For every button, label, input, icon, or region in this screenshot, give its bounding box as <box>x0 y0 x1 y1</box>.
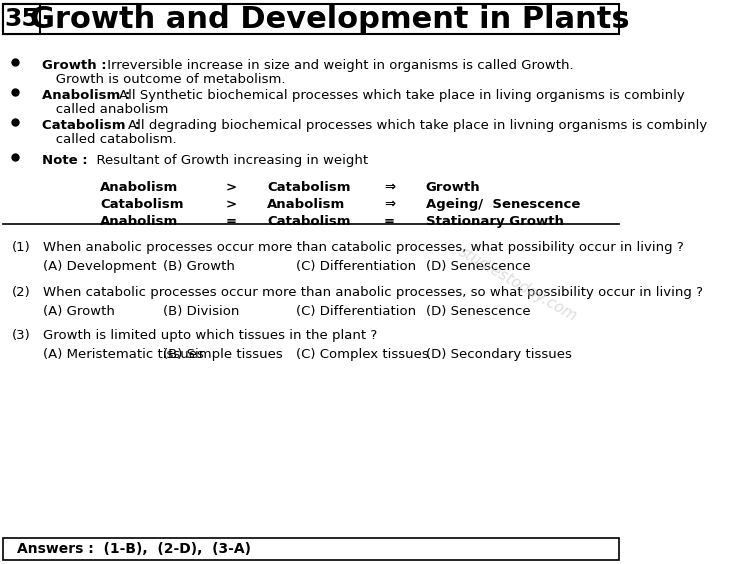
Text: Growth is outcome of metabolism.: Growth is outcome of metabolism. <box>43 73 286 86</box>
Text: Catabolism: Catabolism <box>100 198 184 211</box>
Text: Resultant of Growth increasing in weight: Resultant of Growth increasing in weight <box>88 154 368 167</box>
Text: (C) Differentiation: (C) Differentiation <box>297 260 416 273</box>
Text: When catabolic processes occur more than anabolic processes, so what possibility: When catabolic processes occur more than… <box>43 286 703 299</box>
Text: called catabolism.: called catabolism. <box>43 133 177 146</box>
Text: Catabolism: Catabolism <box>267 215 351 228</box>
Text: (D) Senescence: (D) Senescence <box>426 260 530 273</box>
Text: Growth is limited upto which tissues in the plant ?: Growth is limited upto which tissues in … <box>43 329 378 342</box>
Text: Anabolism: Anabolism <box>100 215 179 228</box>
Text: Irreversible increase in size and weight in organisms is called Growth.: Irreversible increase in size and weight… <box>104 59 574 72</box>
Text: Catabolism  :: Catabolism : <box>42 119 145 132</box>
Text: Growth: Growth <box>426 181 481 194</box>
Text: ⇒: ⇒ <box>384 181 396 194</box>
Text: ⇒: ⇒ <box>384 198 396 211</box>
Text: =: = <box>384 215 395 228</box>
Text: (B) Simple tissues: (B) Simple tissues <box>163 348 282 361</box>
Text: >: > <box>226 181 237 194</box>
Text: Ageing/  Senescence: Ageing/ Senescence <box>426 198 580 211</box>
Text: studiestoday.com: studiestoday.com <box>456 244 580 324</box>
Text: Answers :  (1-B),  (2-D),  (3-A): Answers : (1-B), (2-D), (3-A) <box>16 542 251 556</box>
Text: Catabolism: Catabolism <box>267 181 351 194</box>
Text: (D) Senescence: (D) Senescence <box>426 305 530 318</box>
Text: Anabolism :: Anabolism : <box>42 89 135 102</box>
Text: When anabolic processes occur more than catabolic processes, what possibility oc: When anabolic processes occur more than … <box>43 241 684 254</box>
Text: Stationary Growth: Stationary Growth <box>426 215 564 228</box>
Text: Growth :: Growth : <box>42 59 115 72</box>
FancyBboxPatch shape <box>3 4 40 34</box>
Text: 35: 35 <box>4 7 39 31</box>
Text: Anabolism: Anabolism <box>100 181 179 194</box>
Text: All degrading biochemical processes which take place in livning organisms is com: All degrading biochemical processes whic… <box>127 119 707 132</box>
Text: Anabolism: Anabolism <box>267 198 346 211</box>
Text: (D) Secondary tissues: (D) Secondary tissues <box>426 348 571 361</box>
Text: (2): (2) <box>12 286 31 299</box>
Text: Growth and Development in Plants: Growth and Development in Plants <box>30 5 630 33</box>
FancyBboxPatch shape <box>3 4 619 34</box>
Text: (3): (3) <box>12 329 31 342</box>
Text: (C) Complex tissues: (C) Complex tissues <box>297 348 429 361</box>
Text: =: = <box>226 215 236 228</box>
Text: All Synthetic biochemical processes which take place in living organisms is comb: All Synthetic biochemical processes whic… <box>119 89 685 102</box>
Text: Note :: Note : <box>42 154 97 167</box>
Text: called anabolism: called anabolism <box>43 103 169 116</box>
Text: (C) Differentiation: (C) Differentiation <box>297 305 416 318</box>
Text: >: > <box>226 198 237 211</box>
Text: (A) Development: (A) Development <box>43 260 156 273</box>
Text: (B) Division: (B) Division <box>163 305 239 318</box>
Text: (A) Growth: (A) Growth <box>43 305 115 318</box>
Text: (1): (1) <box>12 241 31 254</box>
Text: (B) Growth: (B) Growth <box>163 260 235 273</box>
Text: (A) Meristematic tissues: (A) Meristematic tissues <box>43 348 204 361</box>
FancyBboxPatch shape <box>3 538 619 560</box>
